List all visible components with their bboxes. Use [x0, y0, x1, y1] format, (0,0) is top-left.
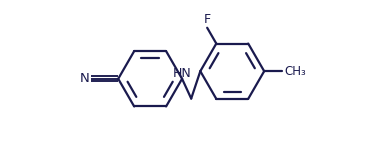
Text: HN: HN	[172, 67, 191, 80]
Text: N: N	[79, 72, 89, 85]
Text: CH₃: CH₃	[284, 65, 306, 78]
Text: F: F	[204, 13, 211, 26]
